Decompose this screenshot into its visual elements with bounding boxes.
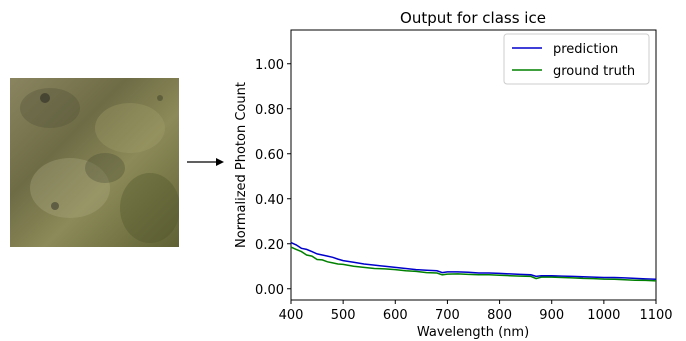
x-tick-label: 500: [331, 308, 356, 323]
x-tick-label: 600: [383, 308, 408, 323]
x-axis-ticks: 400 500 600 700 800 900 1000 1100: [279, 300, 673, 323]
series-line-ground-truth: [290, 246, 657, 282]
x-tick-label: 900: [539, 308, 564, 323]
plot-frame: [290, 29, 657, 301]
y-tick-label: 0.20: [255, 238, 284, 253]
y-axis-ticks: 0.00 0.20 0.40 0.60 0.80 1.00: [255, 58, 291, 298]
y-axis-label: Normalized Photon Count: [234, 82, 249, 248]
legend-label-ground-truth: ground truth: [553, 64, 635, 79]
x-tick-label: 800: [487, 308, 512, 323]
x-tick-label: 700: [435, 308, 460, 323]
right-arrow-icon: [187, 158, 224, 166]
x-axis-label: Wavelength (nm): [417, 325, 529, 340]
chart-title: Output for class ice: [400, 9, 546, 27]
plot-area: [290, 29, 657, 301]
legend-box: [503, 33, 650, 85]
series-lines: [290, 241, 657, 282]
y-tick-label: 0.80: [255, 103, 284, 118]
x-tick-label: 400: [279, 308, 304, 323]
legend-label-prediction: prediction: [553, 42, 618, 57]
y-tick-label: 0.00: [255, 283, 284, 298]
input-image: [10, 78, 179, 247]
series-line-prediction: [290, 241, 657, 281]
y-tick-label: 0.60: [255, 148, 284, 163]
y-tick-label: 1.00: [255, 58, 284, 73]
x-tick-label: 1100: [639, 308, 672, 323]
legend: prediction ground truth: [503, 33, 650, 85]
y-tick-label: 0.40: [255, 193, 284, 208]
x-tick-label: 1000: [587, 308, 620, 323]
